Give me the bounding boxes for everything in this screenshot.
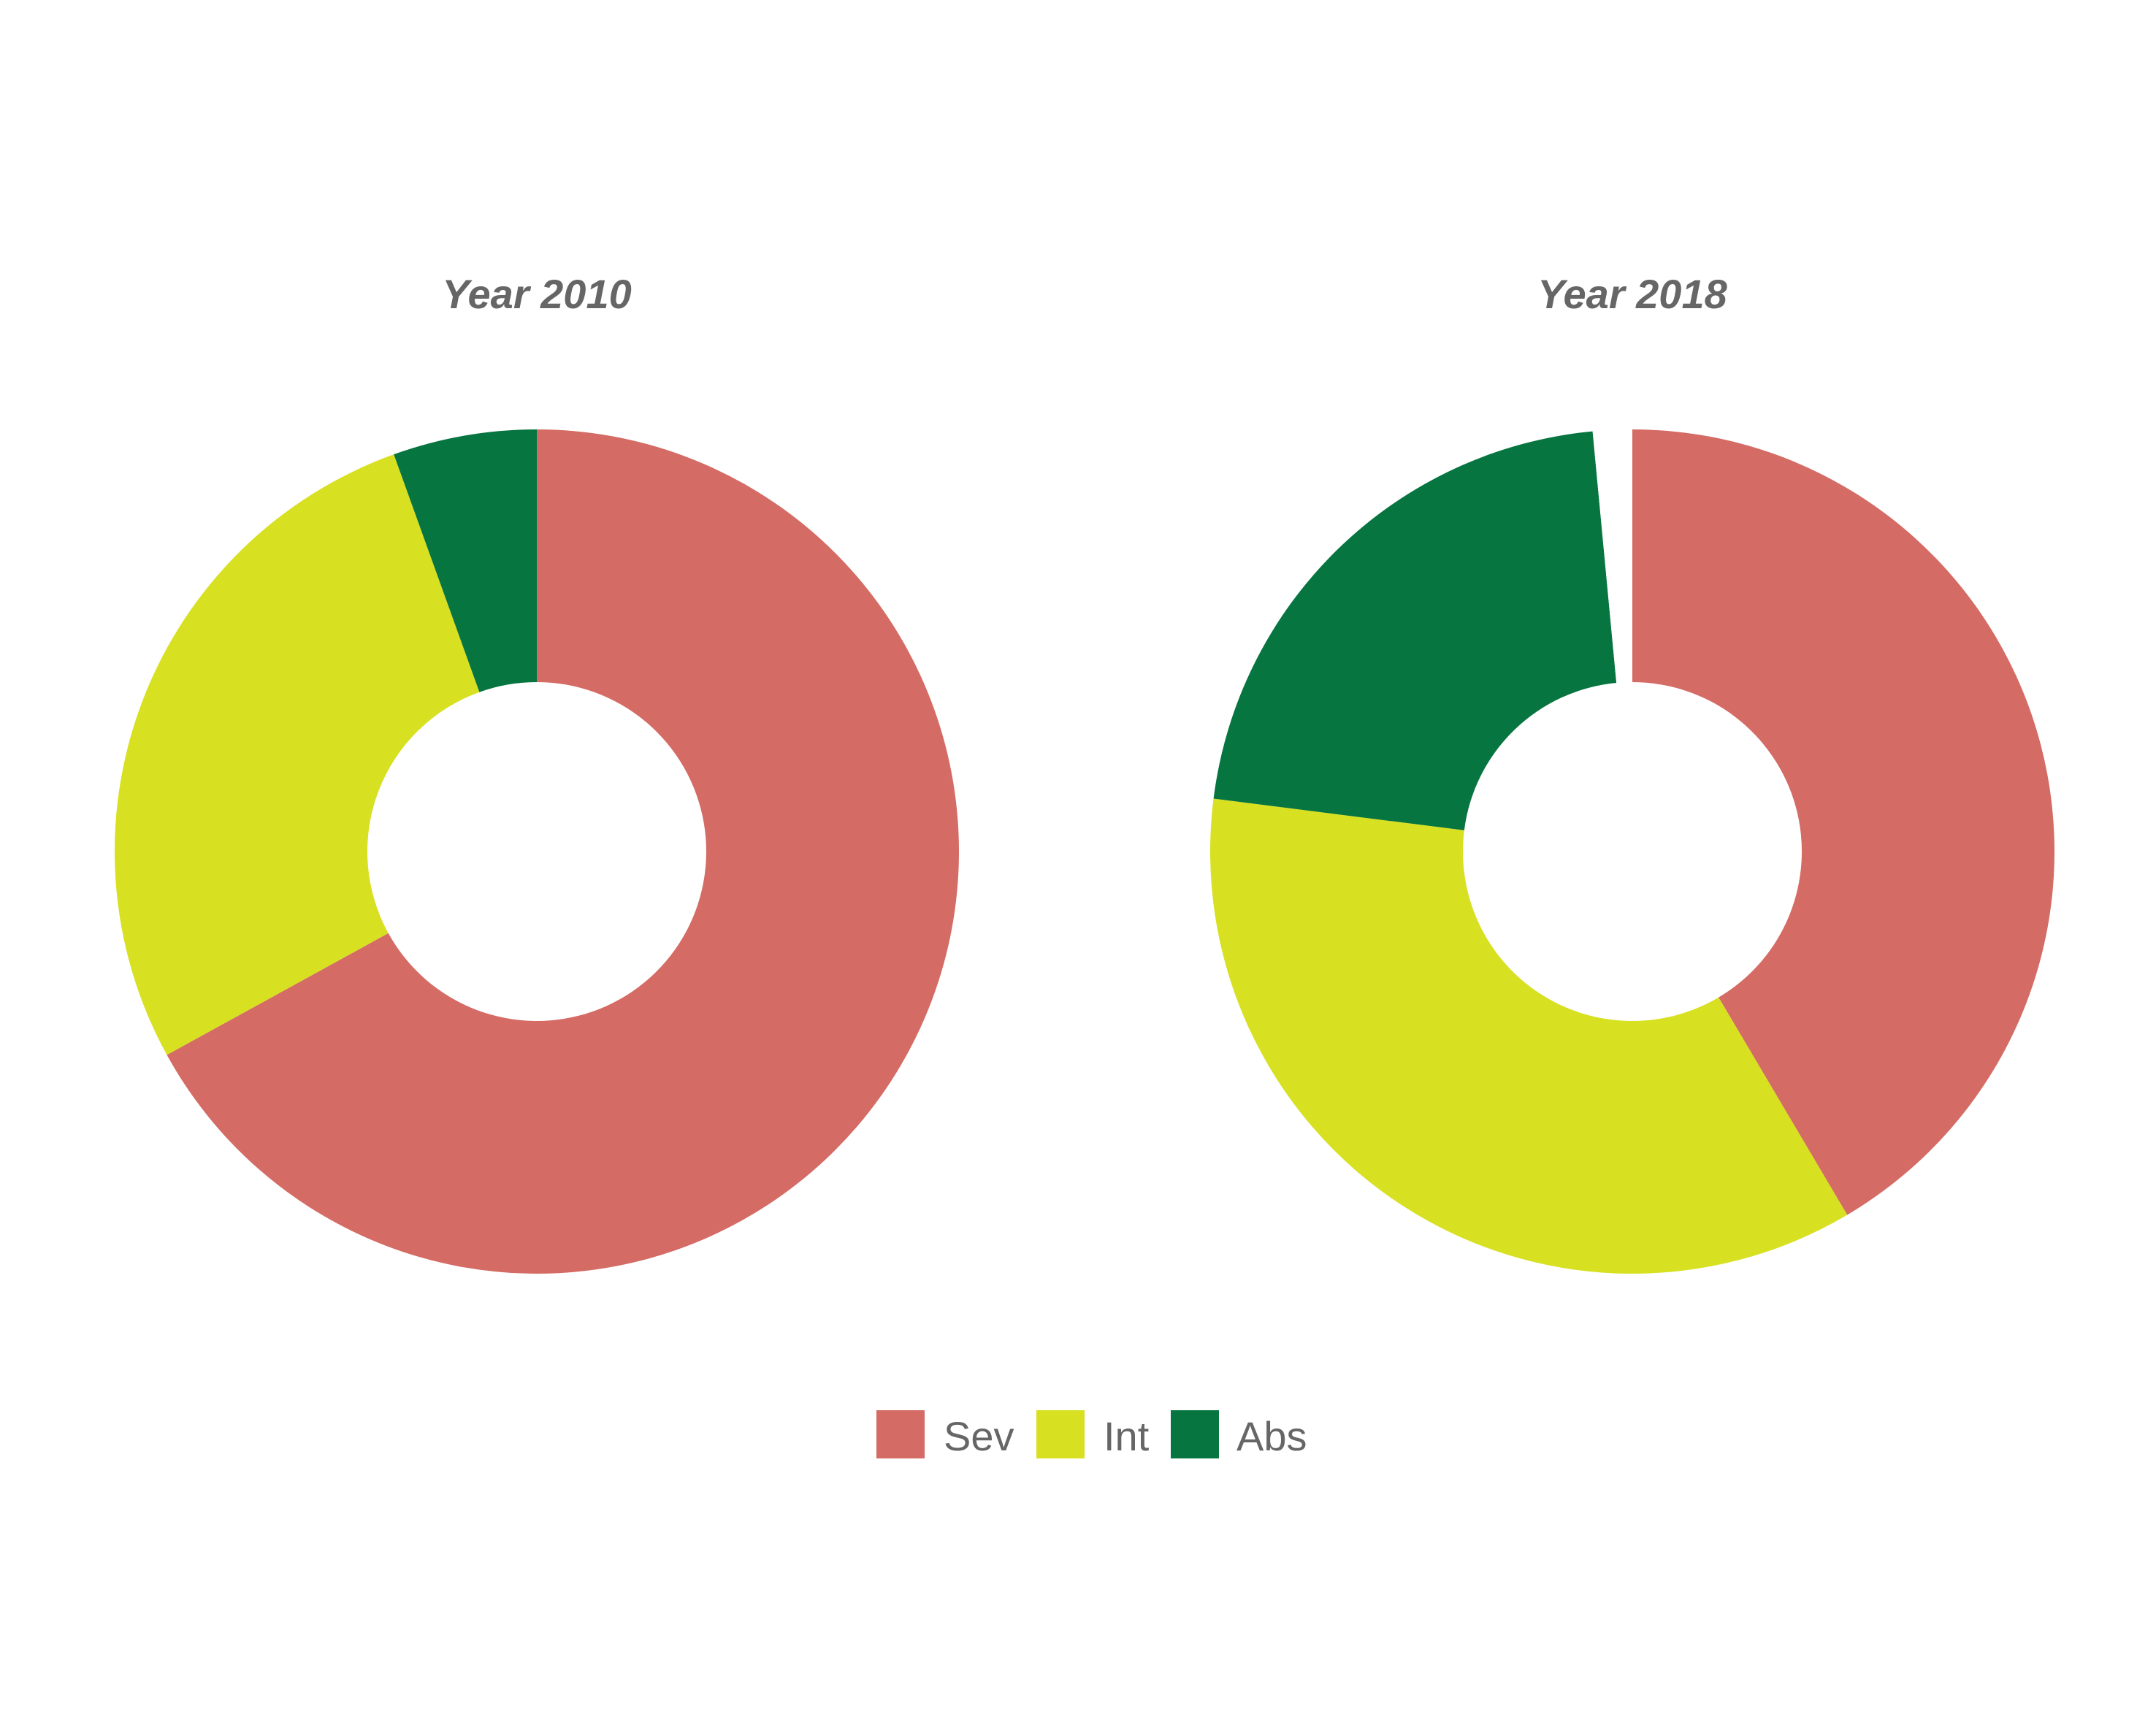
donut-slice-gap-1 bbox=[1592, 429, 1632, 684]
legend-label-int: Int bbox=[1104, 1413, 1150, 1459]
legend: Sev Int Abs bbox=[876, 1410, 1307, 1459]
chart-title-2010: Year 2010 bbox=[442, 271, 632, 317]
donut-slices-2018 bbox=[1209, 429, 2054, 1274]
donut-slice-sev-1 bbox=[1632, 429, 2054, 1215]
donut-chart-year-2010: Year 2010 bbox=[115, 271, 959, 1274]
donut-slice-abs-0 bbox=[394, 429, 537, 692]
legend-label-abs: Abs bbox=[1236, 1413, 1307, 1459]
donut-slice-sev-0 bbox=[167, 429, 959, 1274]
donut-slice-abs-1 bbox=[1213, 431, 1617, 830]
legend-swatch-sev bbox=[876, 1410, 925, 1458]
legend-swatch-int bbox=[1036, 1410, 1085, 1458]
donut-chart-year-2018: Year 2018 bbox=[1209, 271, 2054, 1274]
legend-label-sev: Sev bbox=[944, 1413, 1014, 1459]
donut-slice-int-0 bbox=[115, 454, 480, 1055]
legend-swatch-abs bbox=[1171, 1410, 1219, 1458]
donut-slices-2010 bbox=[115, 429, 959, 1274]
chart-title-2018: Year 2018 bbox=[1537, 271, 1727, 317]
donut-slice-int-1 bbox=[1209, 798, 1848, 1274]
